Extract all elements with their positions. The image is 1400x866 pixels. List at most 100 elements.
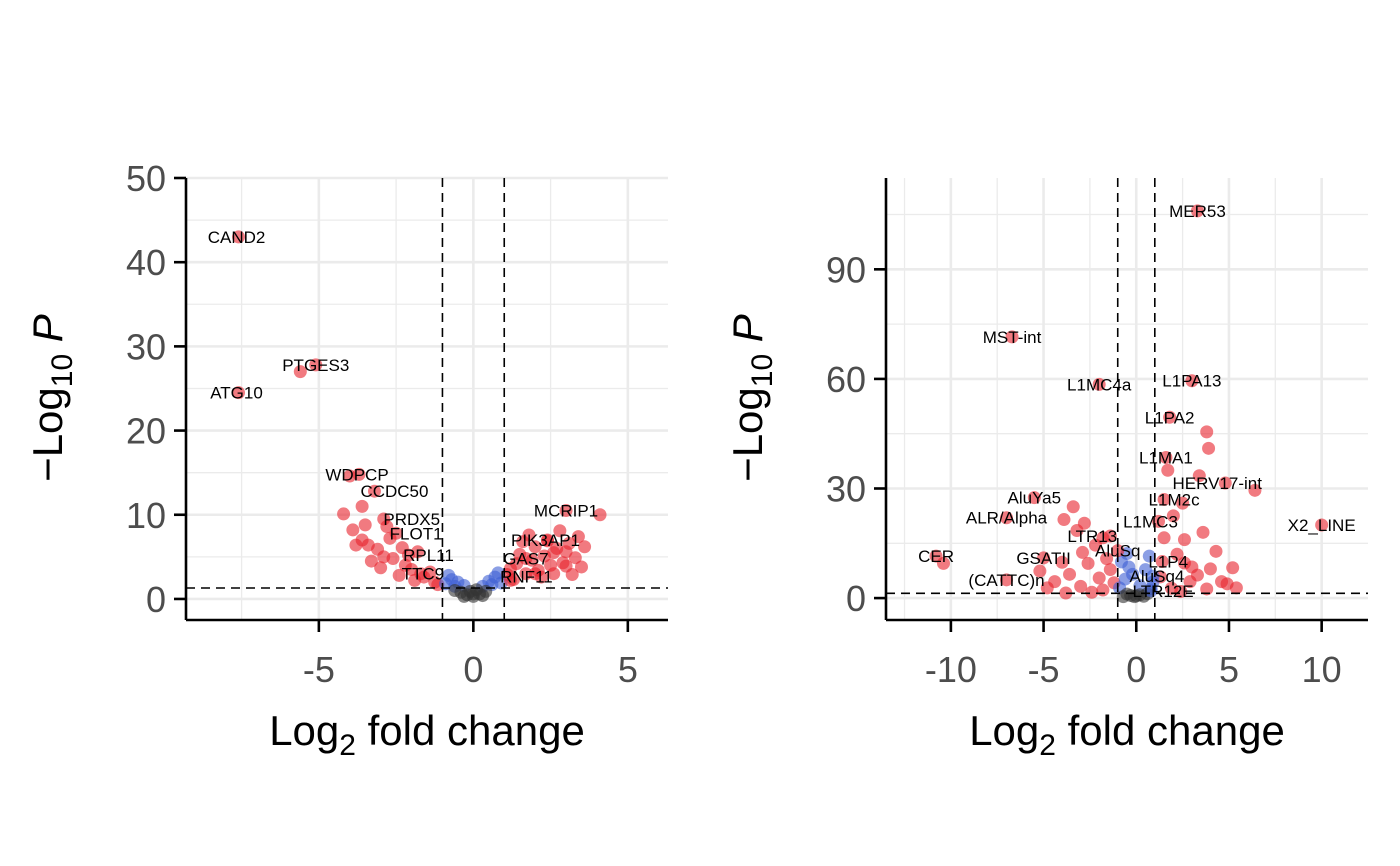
left-data-point	[377, 550, 391, 564]
left-point-label: WDPCP	[325, 465, 388, 484]
left-data-point	[528, 567, 542, 581]
right-data-point	[1176, 496, 1190, 510]
left-point-label: RNF11	[500, 567, 553, 586]
right-point-label: AluYa5	[1008, 489, 1062, 508]
left-data-point	[349, 538, 363, 552]
right-data-point	[1161, 463, 1175, 477]
left-labeled-point	[293, 365, 307, 379]
left-point-label: GAS7	[503, 550, 548, 569]
left-point-label: CCDC50	[360, 482, 428, 501]
right-point-label: MST-int	[983, 328, 1042, 347]
right-data-point	[1081, 556, 1095, 570]
right-data-point	[1177, 556, 1191, 570]
right-data-point	[1203, 562, 1217, 576]
right-point-label: ALR/Alpha	[966, 509, 1048, 528]
right-x-tick-label: 10	[1302, 649, 1342, 690]
left-data-point	[547, 567, 561, 581]
right-point-label: AluSq4	[1130, 567, 1185, 586]
left-axes: 0 10 20 30 40 50 -5 0 5	[126, 158, 668, 690]
left-labeled-point	[541, 533, 554, 547]
left-data-point	[547, 546, 561, 560]
right-cutoff-lines	[886, 178, 1368, 620]
right-data-point	[1066, 500, 1080, 514]
left-labeled-point	[389, 526, 403, 540]
left-labeled-point	[309, 358, 323, 372]
right-data-point	[1200, 582, 1214, 596]
right-y-tick-label: 60	[826, 359, 866, 400]
left-data-point	[559, 559, 573, 573]
right-point-label: (CATTC)n	[968, 571, 1044, 590]
right-point-label: HERV17-int	[1173, 474, 1263, 493]
left-data-point	[553, 524, 567, 538]
left-labeled-point	[232, 230, 246, 244]
left-y-tick-label: 20	[126, 411, 166, 452]
right-data-point	[1166, 509, 1180, 523]
right-data-point	[1057, 513, 1071, 527]
right-labeled-point	[1000, 573, 1013, 587]
right-x-tick-label: 0	[1126, 649, 1146, 690]
right-y-tick-label: 30	[826, 468, 866, 509]
right-y-tick-label: 90	[826, 249, 866, 290]
left-y-tick-label: 40	[126, 242, 166, 283]
right-data-point	[1209, 544, 1223, 558]
right-data-point	[1085, 585, 1099, 599]
right-labeled-point	[1190, 204, 1204, 218]
right-data-point	[1063, 567, 1077, 581]
right-data-point	[1055, 555, 1069, 569]
right-data-point	[1074, 579, 1088, 593]
left-axis-titles: Log2 fold change −Log10 P	[24, 314, 585, 762]
left-data-point	[574, 560, 588, 574]
right-point-label: L1MA1	[1139, 448, 1193, 467]
left-data-point	[374, 561, 388, 575]
right-data-point	[1196, 525, 1210, 539]
right-point-label: AluSq	[1095, 542, 1140, 561]
right-data-point	[1248, 483, 1262, 497]
left-point-label: PIK3AP1	[511, 531, 580, 550]
left-data-point	[559, 545, 573, 559]
right-axes: 0 30 60 90 -10 -5 0 5 10	[826, 178, 1368, 690]
right-labeled-point	[1315, 518, 1329, 532]
right-point-label: X2_LINE	[1288, 516, 1356, 535]
right-point-label: L1PA13	[1162, 372, 1221, 391]
right-data-point	[1033, 564, 1047, 578]
left-point-label: MCRIP1	[534, 502, 598, 521]
right-labeled-point	[1155, 555, 1169, 569]
right-data-point	[1177, 533, 1191, 547]
right-volcano-panel: MER53 MST-int L1MC4a L1PA13 L1PA2 L1MA1 HERV17…	[724, 178, 1368, 762]
left-point-label: PTGES3	[282, 356, 349, 375]
left-data-point	[522, 528, 536, 542]
right-y-tick-label: 0	[846, 578, 866, 619]
left-grid	[186, 176, 668, 620]
right-labeled-point	[1218, 476, 1232, 490]
right-labeled-point	[1146, 569, 1160, 583]
right-labeled-point	[1037, 551, 1051, 565]
left-x-tick-label: 0	[463, 649, 483, 690]
left-labeled-point	[232, 386, 246, 400]
right-labeled-point	[1111, 544, 1125, 558]
left-data-point	[528, 540, 542, 554]
right-x-tick-label: 5	[1219, 649, 1239, 690]
right-point-label: L1MC4a	[1067, 375, 1132, 394]
left-data-point	[457, 589, 471, 603]
right-axis-titles: Log2 fold change −Log10 P	[724, 314, 1285, 762]
right-data-point	[1220, 577, 1234, 591]
right-data-point	[1103, 563, 1117, 577]
right-point-labels: MER53 MST-int L1MC4a L1PA13 L1PA2 L1MA1 HERV17…	[918, 202, 1356, 601]
left-y-axis-title: −Log10 P	[24, 314, 79, 482]
right-labeled-point	[929, 549, 943, 563]
left-labeled-point	[559, 504, 573, 518]
right-data-point	[1096, 583, 1110, 597]
right-labeled-point	[1159, 450, 1173, 464]
right-data-point	[1200, 425, 1214, 439]
left-data-point	[442, 568, 456, 582]
left-data-point	[355, 499, 369, 513]
left-data-point	[568, 551, 582, 565]
left-labeled-point	[367, 484, 381, 498]
right-data-point	[1202, 441, 1216, 455]
left-point-label: PRDX5	[383, 510, 440, 529]
left-point-label: FLOT1	[390, 524, 443, 543]
right-point-label: LTR12E	[1133, 582, 1194, 601]
right-data-point	[1174, 585, 1188, 599]
